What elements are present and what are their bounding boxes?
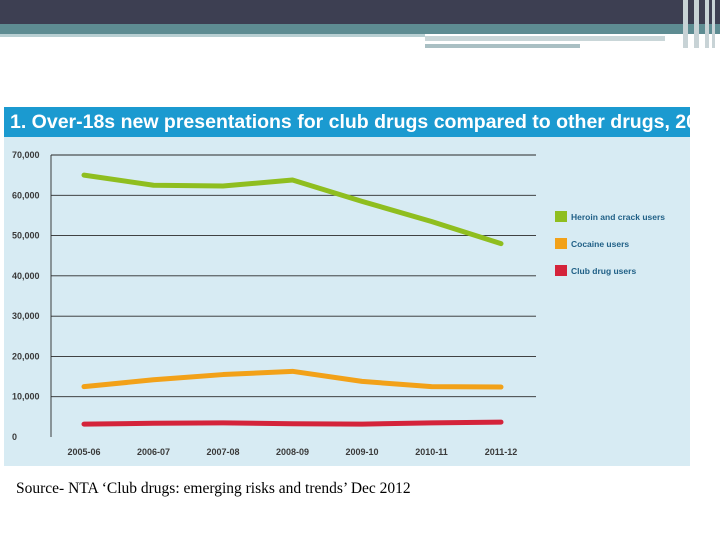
slide-header-rule <box>425 44 580 48</box>
legend-swatch <box>555 238 567 249</box>
x-tick-label: 2006-07 <box>137 447 170 457</box>
y-tick-label: 60,000 <box>12 190 40 200</box>
y-tick-label: 70,000 <box>12 150 40 160</box>
x-tick-label: 2011-12 <box>485 447 518 457</box>
source-caption: Source- NTA ‘Club drugs: emerging risks … <box>16 480 411 497</box>
legend-label: Club drug users <box>571 266 636 276</box>
x-tick-label: 2008-09 <box>276 447 309 457</box>
y-tick-label: 50,000 <box>12 231 40 241</box>
x-tick-label: 2005-06 <box>67 447 100 457</box>
slide-header-rule <box>0 34 425 37</box>
slide-header-band <box>0 24 720 34</box>
legend-swatch <box>555 211 567 222</box>
series-line <box>81 172 504 247</box>
x-tick-label: 2010-11 <box>415 447 448 457</box>
slide-header-rule <box>425 36 665 41</box>
slide-corner-stripe <box>705 0 709 48</box>
x-tick-label: 2009-10 <box>345 447 378 457</box>
slide-corner-stripe <box>694 0 699 48</box>
y-tick-label: 10,000 <box>12 392 40 402</box>
y-tick-label: 0 <box>12 432 17 442</box>
line-chart: 0 10,000 20,000 30,000 40,000 50,000 60,000 70,… <box>12 150 665 457</box>
legend-label: Cocaine users <box>571 239 629 249</box>
chart-title: 1. Over-18s new presentations for club d… <box>4 107 690 137</box>
y-tick-label: 30,000 <box>12 311 40 321</box>
x-tick-label: 2007-08 <box>206 447 239 457</box>
slide-corner-stripe <box>683 0 688 48</box>
series-line <box>81 419 504 427</box>
slide-header-bar <box>0 0 720 24</box>
y-tick-label: 40,000 <box>12 271 40 281</box>
series-line <box>81 368 504 390</box>
chart-panel: 1. Over-18s new presentations for club d… <box>4 107 690 466</box>
legend-swatch <box>555 265 567 276</box>
legend-label: Heroin and crack users <box>571 212 665 222</box>
y-tick-label: 20,000 <box>12 351 40 361</box>
slide-corner-stripe <box>712 0 715 48</box>
